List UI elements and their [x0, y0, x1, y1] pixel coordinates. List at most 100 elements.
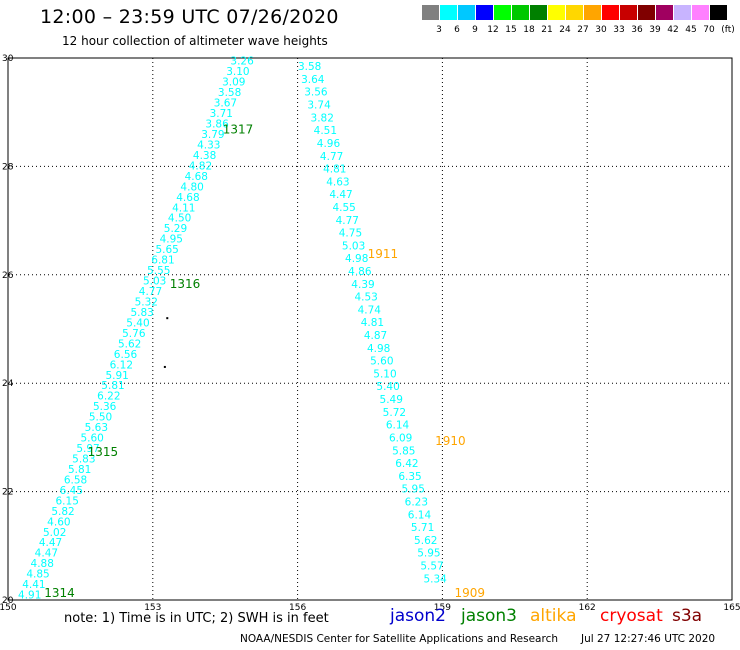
swh-value-label: 4.50 [168, 213, 191, 225]
swh-value-label: 3.56 [304, 87, 328, 99]
swh-value-label: 6.15 [56, 495, 79, 507]
swh-value-label: 6.58 [64, 474, 87, 486]
page-subtitle: 12 hour collection of altimeter wave hei… [62, 34, 328, 48]
swh-value-label: 5.62 [414, 535, 437, 547]
pass-number-label: 1314 [44, 586, 75, 600]
swh-value-label: 4.91 [18, 590, 41, 602]
colorbar-label: 36 [631, 25, 643, 35]
swh-value-label: 5.10 [373, 368, 396, 380]
swh-value-label: 4.47 [35, 548, 58, 560]
swh-value-label: 4.60 [47, 516, 70, 528]
colorbar-label: 9 [472, 25, 478, 35]
colorbar-unit: (ft) [721, 25, 735, 35]
colorbar-swatch [476, 5, 493, 20]
satellite-altika: altika [530, 606, 577, 626]
swh-value-label: 4.82 [189, 160, 212, 172]
pass-number-label: 1315 [88, 445, 119, 459]
data-point [166, 317, 169, 320]
satellite-s3a: s3a [672, 606, 703, 626]
swh-value-label: 4.68 [185, 171, 208, 183]
y-tick-label: 26 [2, 271, 14, 281]
colorbar-swatch [584, 5, 601, 20]
colorbar-swatch [512, 5, 529, 20]
swh-value-label: 4.51 [314, 125, 337, 137]
swh-value-label: 4.41 [22, 579, 45, 591]
colorbar-label: 70 [703, 25, 715, 35]
swh-value-label: 6.45 [60, 485, 83, 497]
swh-value-label: 3.86 [205, 119, 229, 131]
colorbar-label: 30 [595, 25, 607, 35]
colorbar-swatch [440, 5, 457, 20]
swh-value-label: 5.82 [51, 506, 74, 518]
colorbar-label: 42 [667, 25, 679, 35]
swh-value-label: 4.88 [31, 558, 54, 570]
satellite-jason3: jason3 [461, 606, 517, 626]
colorbar-swatch [530, 5, 547, 20]
colorbar-label: 33 [613, 25, 625, 35]
colorbar-swatch [548, 5, 565, 20]
swh-value-label: 3.71 [210, 108, 233, 120]
timestamp-text: Jul 27 12:27:46 UTC 2020 [581, 633, 716, 645]
colorbar-label: 12 [487, 25, 499, 35]
swh-value-label: 3.58 [218, 87, 241, 99]
x-tick-label: 162 [579, 603, 596, 610]
data-point [163, 365, 166, 368]
swh-value-label: 5.29 [164, 223, 187, 235]
swh-value-label: 4.86 [348, 266, 372, 278]
pass-number-label: 1911 [368, 247, 399, 261]
swh-value-label: 4.38 [193, 150, 216, 162]
swh-value-label: 4.95 [160, 234, 183, 246]
colorbar-swatch [656, 5, 673, 20]
satellite-cryosat: cryosat [600, 606, 663, 626]
swh-value-label: 5.32 [135, 296, 158, 308]
colorbar-swatch [674, 5, 691, 20]
plot-frame [7, 57, 733, 601]
colorbar-label: 15 [505, 25, 517, 35]
swh-value-label: 5.40 [376, 381, 399, 393]
colorbar-label: 45 [685, 25, 697, 35]
colorbar-swatch [638, 5, 655, 20]
swh-value-label: 4.77 [139, 286, 162, 298]
swh-value-label: 6.35 [398, 471, 421, 483]
y-tick-label: 24 [2, 379, 14, 389]
pass-number-label: 1317 [223, 122, 254, 136]
swh-value-label: 4.47 [39, 537, 62, 549]
colorbar-swatch [710, 5, 727, 20]
swh-value-label: 4.55 [332, 202, 355, 214]
swh-value-label: 5.63 [85, 422, 108, 434]
swh-value-label: 5.85 [392, 445, 415, 457]
swh-value-label: 3.64 [301, 74, 325, 86]
colorbar-swatch [602, 5, 619, 20]
swh-value-label: 6.42 [395, 458, 418, 470]
colorbar-swatch [620, 5, 637, 20]
swh-value-label: 5.55 [147, 265, 170, 277]
swh-value-label: 3.10 [226, 66, 249, 78]
swh-value-label: 5.40 [126, 317, 149, 329]
x-tick-label: 159 [434, 603, 451, 610]
swh-value-label: 4.96 [317, 138, 341, 150]
swh-value-label: 3.74 [307, 100, 331, 112]
swh-value-label: 5.03 [143, 276, 166, 288]
y-tick-label: 28 [2, 162, 14, 172]
colorbar-label: 24 [559, 25, 571, 35]
swh-value-label: 6.23 [405, 496, 428, 508]
colorbar-label: 21 [541, 25, 553, 35]
swh-value-label: 5.76 [122, 328, 146, 340]
swh-value-label: 6.12 [110, 359, 133, 371]
colorbar-label: 6 [454, 25, 460, 35]
swh-value-label: 5.95 [402, 484, 425, 496]
swh-value-label: 5.60 [80, 433, 103, 445]
swh-value-label: 5.34 [423, 573, 447, 585]
swh-value-label: 5.03 [342, 240, 365, 252]
colorbar-swatch [422, 5, 439, 20]
swh-value-label: 3.67 [214, 98, 237, 110]
swh-value-label: 6.81 [151, 255, 174, 267]
swh-value-label: 4.68 [176, 192, 199, 204]
swh-value-label: 6.14 [386, 420, 410, 432]
swh-value-label: 5.65 [155, 244, 178, 256]
swh-value-label: 6.56 [114, 349, 138, 361]
swh-value-label: 4.63 [326, 176, 349, 188]
colorbar-swatch [566, 5, 583, 20]
colorbar-swatch [458, 5, 475, 20]
swh-value-label: 4.81 [323, 164, 346, 176]
